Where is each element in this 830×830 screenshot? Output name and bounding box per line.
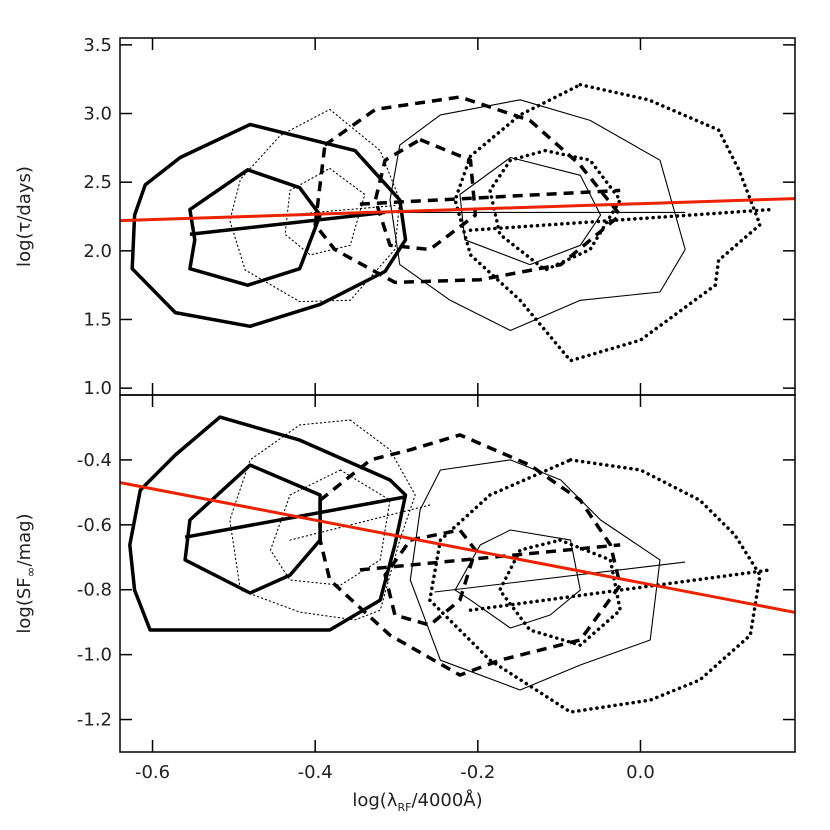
trend-line <box>468 568 773 612</box>
y-tick-label: 2.5 <box>83 172 112 193</box>
y-tick-label: -0.6 <box>77 515 112 536</box>
x-axis-label: log(λRF/4000Å) <box>352 789 482 814</box>
axes-frame <box>119 394 796 753</box>
y-tick-label: -1.0 <box>77 645 112 666</box>
y-axis-label: log(SF∞/mag) <box>14 513 39 633</box>
y-axis-label-part: log(τ/days) <box>14 166 35 267</box>
contour <box>229 419 416 621</box>
contour <box>383 528 478 627</box>
plot-area <box>120 82 795 363</box>
contour <box>488 148 622 272</box>
trend-line <box>189 210 386 237</box>
contour <box>409 459 661 691</box>
trend-line <box>359 188 621 206</box>
contour <box>284 167 366 256</box>
contour <box>459 156 602 266</box>
y-axis-label: log(τ/days) <box>14 166 35 267</box>
contour <box>318 433 622 677</box>
y-axis-label-part: /mag) <box>14 513 35 566</box>
trend-line <box>468 207 773 232</box>
x-axis-label-part: RF <box>397 801 411 814</box>
y-tick-label: 1.0 <box>83 378 112 399</box>
contour <box>269 469 391 586</box>
x-axis-label-part: log(λ <box>352 790 397 811</box>
y-axis-label-part: log(SF <box>14 577 35 633</box>
trend-line <box>434 561 686 593</box>
contour <box>428 458 762 714</box>
y-axis-label-part: ∞ <box>24 566 39 577</box>
x-tick-label: -0.6 <box>135 762 170 783</box>
x-axis-label-part: /4000Å) <box>411 789 482 811</box>
contour <box>453 82 762 363</box>
y-tick-label: -0.8 <box>77 580 112 601</box>
plot-area <box>120 415 795 714</box>
trend-line <box>359 543 621 572</box>
y-tick-label: -0.4 <box>77 450 112 471</box>
x-tick-label: -0.4 <box>298 762 333 783</box>
trend-line <box>120 481 795 614</box>
contour <box>313 95 622 285</box>
panel: 1.0 1.5 2.0 2.5 3.0 3.5 log(τ/days) <box>14 35 796 399</box>
y-tick-label: 2.0 <box>83 241 112 262</box>
contour <box>128 415 408 632</box>
x-tick-label: 0.0 <box>626 762 655 783</box>
contour <box>389 99 686 332</box>
y-tick-label: 3.5 <box>83 35 112 56</box>
panel: -0.6 -0.4 -0.2 0.0 -0.4 -0.6 -0.8 -1.0 -1.2 log(S… <box>14 394 796 814</box>
contour <box>454 529 581 629</box>
trend-line <box>120 197 795 223</box>
x-tick-label: -0.2 <box>460 762 495 783</box>
y-tick-label: -1.2 <box>77 710 112 731</box>
contour <box>498 538 622 647</box>
y-tick-label: 3.0 <box>83 104 112 125</box>
trend-line <box>289 504 431 541</box>
contour <box>183 463 322 595</box>
y-tick-label: 1.5 <box>83 309 112 330</box>
